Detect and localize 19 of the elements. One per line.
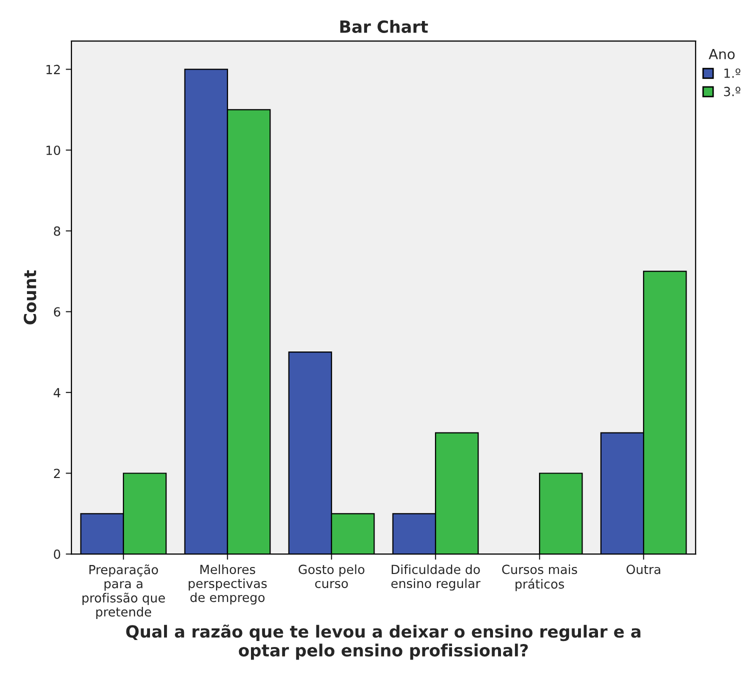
x-tick-label: Cursos mais práticos — [502, 564, 578, 592]
legend-label: 3.º — [724, 86, 740, 96]
y-tick-label: 6 — [54, 307, 60, 317]
y-tick-label: 8 — [54, 226, 60, 236]
x-tick-label: Outra — [626, 564, 660, 574]
legend-title: Ano — [708, 48, 735, 60]
x-axis-title: Qual a razão que te levou a deixar o ensino regular e a optar pelo ensino profissional? — [126, 624, 640, 660]
x-tick-label: Gosto pelo curso — [298, 564, 364, 588]
x-tick-label: Melhores perspectivas de emprego — [188, 564, 267, 605]
legend-label: 1.º — [724, 68, 740, 78]
x-tick-label: Preparação para a profissão que pretende — [82, 564, 165, 620]
y-tick-label: 10 — [46, 146, 60, 156]
y-tick-label: 2 — [54, 468, 60, 478]
y-tick-label: 12 — [46, 64, 60, 74]
chart-title: Bar Chart — [340, 20, 428, 33]
y-tick-label: 0 — [54, 550, 60, 559]
y-axis-title: Count — [24, 270, 36, 324]
y-tick-label: 4 — [54, 388, 60, 398]
x-tick-label: Dificuldade do ensino regular — [391, 564, 480, 591]
